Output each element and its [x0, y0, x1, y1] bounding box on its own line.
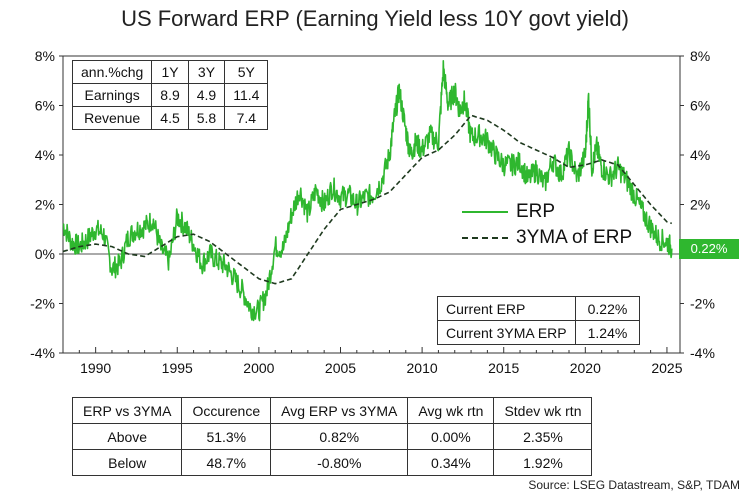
y-tick-label-right: 2% [690, 197, 710, 213]
growth-table: ann.%chg 1Y 3Y 5Y Earnings 8.9 4.9 11.4 … [71, 60, 269, 130]
current-value-badge: 0.22% [679, 239, 739, 259]
growth-cell: 4.9 [187, 83, 226, 107]
stats-row: Above 51.3% 0.82% 0.00% 2.35% [71, 423, 593, 450]
growth-row: Revenue 4.5 5.8 7.4 [71, 106, 269, 130]
y-tick-label-left: -2% [30, 296, 55, 312]
y-tick-label-left: -4% [30, 345, 55, 361]
legend-item-erp: ERP [462, 199, 632, 225]
current-row-value: 0.22% [574, 296, 641, 321]
y-tick-label-right: -4% [690, 345, 715, 361]
stats-row-label: Above [71, 423, 183, 450]
growth-header-cell: ann.%chg [71, 60, 153, 84]
growth-cell: 11.4 [224, 83, 269, 107]
stats-header-cell: Stdev wk rtn [493, 397, 593, 424]
stats-row: Below 48.7% -0.80% 0.34% 1.92% [71, 449, 593, 476]
growth-header-row: ann.%chg 1Y 3Y 5Y [71, 60, 269, 84]
stats-header-cell: ERP vs 3YMA [71, 397, 183, 424]
growth-cell: 8.9 [151, 83, 189, 107]
stats-cell: -0.80% [270, 449, 409, 476]
current-row: Current ERP 0.22% [437, 296, 641, 321]
stats-cell: 2.35% [493, 423, 593, 450]
legend-swatch-3yma [462, 237, 508, 239]
stats-cell: 0.82% [270, 423, 409, 450]
growth-cell: 7.4 [224, 106, 269, 130]
growth-row-label: Revenue [71, 106, 153, 130]
stats-cell: 1.92% [493, 449, 593, 476]
y-tick-label-left: 0% [35, 246, 55, 262]
x-tick-label: 2005 [325, 360, 356, 376]
growth-header-cell: 3Y [187, 60, 226, 84]
x-tick-label: 2015 [488, 360, 519, 376]
chart-legend: ERP 3YMA of ERP [462, 199, 632, 251]
y-tick-label-right: 4% [690, 147, 710, 163]
growth-cell: 5.8 [187, 106, 226, 130]
stats-cell: 48.7% [181, 449, 272, 476]
legend-label-3yma: 3YMA of ERP [516, 227, 633, 248]
chart-title: US Forward ERP (Earning Yield less 10Y g… [121, 6, 629, 31]
y-tick-label-left: 4% [35, 147, 55, 163]
y-tick-label-right: -2% [690, 296, 715, 312]
y-tick-label-left: 6% [35, 98, 55, 114]
chart-lines [62, 60, 673, 322]
current-row-label: Current ERP [437, 296, 576, 321]
y-tick-label-left: 8% [35, 48, 55, 64]
growth-row-label: Earnings [71, 83, 153, 107]
stats-header-cell: Occurence [181, 397, 272, 424]
y-tick-label-right: 6% [690, 98, 710, 114]
stats-cell: 51.3% [181, 423, 272, 450]
legend-swatch-erp [462, 211, 508, 213]
y-tick-label-left: 2% [35, 197, 55, 213]
current-row-value: 1.24% [574, 320, 641, 345]
source-note: Source: LSEG Datastream, S&P, TDAM [528, 478, 740, 492]
growth-row: Earnings 8.9 4.9 11.4 [71, 83, 269, 107]
x-tick-label: 2010 [407, 360, 438, 376]
stats-row-label: Below [71, 449, 183, 476]
current-row-label: Current 3YMA ERP [437, 320, 576, 345]
x-tick-label: 2000 [243, 360, 274, 376]
series-erp-line [62, 60, 673, 322]
legend-label-erp: ERP [516, 201, 556, 222]
x-tick-label: 1995 [162, 360, 193, 376]
x-tick-label: 2020 [570, 360, 601, 376]
growth-cell: 4.5 [151, 106, 189, 130]
legend-item-3yma: 3YMA of ERP [462, 225, 632, 251]
x-tick-label: 2025 [651, 360, 682, 376]
growth-header-cell: 5Y [224, 60, 269, 84]
x-tick-label: 1990 [80, 360, 111, 376]
y-tick-label-right: 8% [690, 48, 710, 64]
stats-header-cell: Avg wk rtn [407, 397, 495, 424]
stats-header-cell: Avg ERP vs 3YMA [270, 397, 409, 424]
current-row: Current 3YMA ERP 1.24% [437, 320, 641, 345]
stats-table: ERP vs 3YMA Occurence Avg ERP vs 3YMA Av… [71, 397, 593, 476]
stats-cell: 0.34% [407, 449, 495, 476]
stats-cell: 0.00% [407, 423, 495, 450]
current-erp-table: Current ERP 0.22% Current 3YMA ERP 1.24% [437, 296, 641, 345]
series-3yma-line [62, 114, 672, 285]
growth-header-cell: 1Y [151, 60, 189, 84]
stats-header-row: ERP vs 3YMA Occurence Avg ERP vs 3YMA Av… [71, 397, 593, 424]
